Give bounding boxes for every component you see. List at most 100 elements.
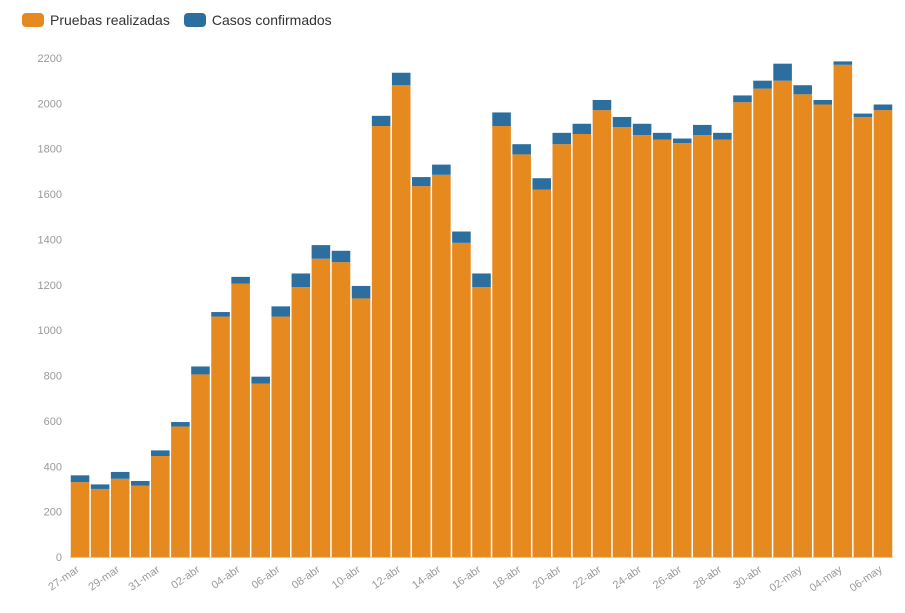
y-tick-label: 1200 — [38, 280, 62, 292]
bar-confirmed — [813, 99, 833, 105]
bar-tests — [532, 189, 552, 557]
bar-tests — [311, 258, 331, 557]
bar-tests — [351, 298, 371, 557]
x-tick-label: 10-abr — [330, 563, 363, 591]
bar-tests — [853, 116, 873, 558]
bar-tests — [371, 126, 391, 557]
x-tick-label: 24-abr — [611, 563, 644, 591]
bar-confirmed — [110, 471, 130, 479]
bar-confirmed — [411, 177, 431, 187]
bar-confirmed — [331, 250, 351, 263]
x-tick-label: 27-mar — [46, 563, 82, 593]
bar-confirmed — [632, 123, 652, 136]
bar-confirmed — [773, 63, 792, 81]
bar-tests — [672, 143, 692, 557]
y-tick-label: 0 — [56, 552, 62, 564]
bar-tests — [211, 316, 230, 557]
bar-tests — [652, 139, 672, 557]
bar-tests — [693, 135, 712, 558]
x-tick-label: 14-abr — [410, 563, 443, 591]
bar-tests — [171, 426, 190, 557]
bar-confirmed — [492, 112, 511, 127]
bar-tests — [391, 85, 411, 557]
bar-tests — [733, 102, 752, 557]
bar-confirmed — [171, 422, 190, 427]
bar-confirmed — [130, 481, 150, 486]
bar-tests — [572, 133, 592, 558]
bar-tests — [612, 127, 632, 558]
legend-item-confirmed[interactable]: Casos confirmados — [183, 12, 332, 28]
legend-label-tests: Pruebas realizadas — [50, 12, 170, 28]
bar-confirmed — [70, 475, 90, 483]
x-tick-label: 02-may — [767, 563, 804, 594]
bar-tests — [592, 110, 612, 557]
y-tick-label: 1600 — [38, 189, 62, 201]
bar-tests — [713, 139, 732, 557]
bar-confirmed — [853, 113, 873, 117]
legend-label-confirmed: Casos confirmados — [211, 12, 332, 28]
bar-confirmed — [552, 132, 572, 145]
bar-tests — [110, 478, 130, 557]
bar-tests — [130, 485, 150, 557]
y-tick-label: 1400 — [38, 234, 62, 246]
x-tick-label: 26-abr — [651, 563, 684, 591]
bar-confirmed — [672, 138, 692, 144]
bar-tests — [833, 64, 853, 558]
bar-confirmed — [833, 61, 853, 65]
x-tick-label: 28-abr — [691, 563, 724, 591]
bar-confirmed — [512, 144, 531, 155]
legend-swatch-confirmed — [183, 13, 206, 27]
bar-confirmed — [90, 484, 110, 489]
x-tick-label: 31-mar — [127, 563, 163, 593]
bar-tests — [552, 144, 572, 557]
bar-confirmed — [271, 306, 291, 317]
bar-confirmed — [793, 85, 812, 95]
legend-item-tests[interactable]: Pruebas realizadas — [22, 12, 170, 28]
bar-confirmed — [151, 450, 170, 457]
bar-tests — [793, 94, 812, 558]
y-tick-label: 600 — [44, 416, 62, 428]
bar-tests — [411, 186, 431, 557]
bar-tests — [632, 135, 652, 558]
y-tick-label: 400 — [44, 461, 62, 473]
bar-confirmed — [713, 132, 732, 140]
y-tick-label: 200 — [44, 507, 62, 519]
bar-confirmed — [391, 72, 411, 86]
y-tick-label: 1000 — [38, 325, 62, 337]
bar-tests — [331, 262, 351, 557]
x-tick-label: 16-abr — [450, 563, 483, 591]
x-tick-label: 12-abr — [370, 563, 403, 591]
bar-confirmed — [231, 276, 250, 284]
bar-tests — [492, 126, 511, 557]
bar-tests — [432, 174, 451, 557]
bar-tests — [151, 456, 170, 557]
bar-confirmed — [371, 115, 391, 127]
bar-confirmed — [351, 285, 371, 299]
bar-confirmed — [612, 116, 632, 128]
bar-confirmed — [191, 366, 210, 375]
x-tick-label: 29-mar — [86, 563, 122, 593]
bar-tests — [90, 488, 110, 557]
x-tick-label: 04-may — [808, 563, 845, 594]
bar-tests — [813, 104, 833, 557]
y-tick-label: 1800 — [38, 144, 62, 156]
x-tick-label: 22-abr — [571, 563, 604, 591]
y-tick-label: 800 — [44, 371, 62, 383]
x-tick-label: 02-abr — [169, 563, 202, 591]
bar-tests — [452, 242, 471, 557]
x-tick-label: 04-abr — [209, 563, 242, 591]
bar-confirmed — [452, 231, 471, 243]
bar-tests — [70, 482, 90, 557]
legend-swatch-tests — [22, 13, 44, 27]
bar-confirmed — [733, 95, 752, 103]
bar-confirmed — [532, 178, 552, 190]
bar-confirmed — [432, 164, 451, 175]
x-tick-label: 18-abr — [490, 563, 523, 591]
x-tick-label: 08-abr — [290, 563, 323, 591]
y-tick-label: 2000 — [38, 98, 62, 110]
bar-tests — [291, 287, 311, 557]
x-tick-label: 06-abr — [250, 563, 283, 591]
bar-tests — [873, 110, 893, 557]
bar-confirmed — [693, 124, 712, 136]
